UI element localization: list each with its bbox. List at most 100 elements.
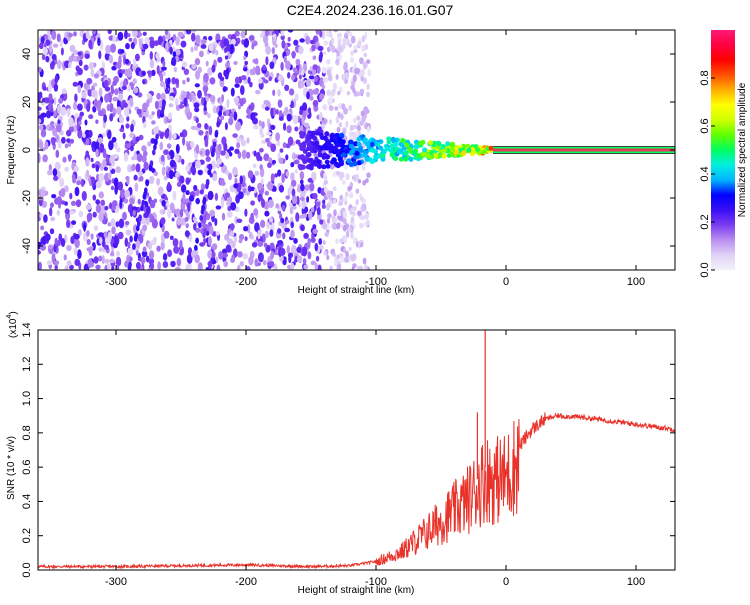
heatmap-cell [119, 128, 125, 132]
heatmap-cell [461, 150, 467, 156]
heatmap-cell [92, 211, 97, 218]
heatmap-cell [191, 32, 196, 42]
heatmap-cell [246, 224, 251, 234]
heatmap-cell [239, 261, 244, 267]
snr-series [38, 330, 675, 570]
heatmap-cell [247, 76, 251, 84]
heatmap-cell [339, 142, 344, 148]
heatmap-cell [355, 199, 359, 206]
heatmap-cell [265, 56, 269, 66]
heatmap-cell [176, 181, 182, 187]
heatmap-cell [352, 205, 357, 212]
heatmap-cell [175, 208, 181, 217]
heatmap-cell [207, 113, 211, 119]
heatmap-cell [388, 148, 394, 153]
heatmap-cell [212, 105, 217, 114]
heatmap-cell [324, 175, 328, 181]
heatmap-cell [296, 246, 302, 253]
heatmap-cell [68, 117, 74, 127]
heatmap-cell [185, 165, 191, 172]
heatmap-cell [321, 204, 326, 209]
snr-x-axis-label: Height of straight line (km) [298, 585, 415, 596]
heatmap-cell [346, 90, 351, 96]
heatmap-cell [63, 254, 67, 261]
heatmap-cell [172, 51, 177, 58]
heatmap-cell [204, 166, 208, 174]
heatmap-cell [348, 162, 354, 167]
heatmap-cell [236, 218, 243, 223]
heatmap-cell [232, 133, 238, 139]
heatmap-cell [433, 153, 439, 159]
heatmap-cell [238, 191, 244, 200]
heatmap-cell [45, 110, 52, 119]
heatmap-cell [288, 88, 295, 96]
heatmap-cell [287, 72, 291, 79]
heatmap-cell [64, 208, 70, 215]
heatmap-cell [358, 147, 364, 153]
heatmap-cell [359, 222, 364, 229]
heatmap-cell [337, 156, 343, 162]
heatmap-cell [261, 198, 266, 208]
snr-panel: -300 -200 -100 0 100 0.0 0.2 0.4 0.6 0.8 1.0 1.2 1.… [6, 311, 676, 596]
colorbar-tick-label: 0.8 [699, 70, 711, 85]
heatmap-cell [299, 38, 305, 43]
heatmap-cell [276, 140, 281, 147]
snr-y-axis-label: SNR (10 * v/v) [6, 436, 17, 500]
heatmap-cell [348, 246, 352, 251]
heatmap-cell [253, 208, 259, 216]
heatmap-cell [166, 143, 172, 149]
colorbar: 0.0 0.2 0.4 0.6 0.8 Normalized spectral ampl… [699, 30, 748, 278]
y-tick-label: 0.0 [21, 562, 33, 577]
heatmap-cell [249, 186, 256, 192]
heatmap-cell [160, 108, 165, 115]
heatmap-cell [171, 217, 175, 222]
heatmap-cell [180, 184, 187, 193]
heatmap-cell [109, 155, 115, 165]
heatmap-cell [282, 204, 286, 210]
heatmap-cell [229, 231, 235, 237]
heatmap-cell [272, 37, 277, 42]
heatmap-cell [236, 137, 242, 143]
heatmap-cell [258, 78, 263, 84]
heatmap-cell [59, 39, 64, 47]
heatmap-cell [389, 152, 395, 158]
heatmap-cell [186, 77, 190, 82]
heatmap-cell [285, 154, 289, 161]
heatmap-cell [57, 139, 62, 149]
heatmap-cell [425, 153, 431, 158]
heatmap-cell [254, 170, 260, 176]
heatmap-cell [169, 235, 174, 240]
heatmap-cell [131, 163, 136, 171]
heatmap-cell [270, 143, 277, 152]
heatmap-cell [163, 149, 169, 156]
heatmap-cell [248, 231, 253, 240]
heatmap-cell [339, 171, 345, 179]
heatmap-cell [73, 247, 78, 256]
x-tick-label: -300 [105, 276, 127, 288]
heatmap-cell [45, 55, 50, 63]
heatmap-cell [147, 141, 152, 147]
heatmap-cell [246, 151, 251, 159]
heatmap-cell [333, 259, 338, 267]
heatmap-cell [109, 113, 114, 122]
heatmap-cell [233, 111, 238, 121]
heatmap-cell [47, 83, 52, 93]
heatmap-cell [302, 159, 308, 164]
heatmap-cell [60, 47, 64, 56]
heatmap-cell [273, 186, 277, 192]
heatmap-cell [189, 94, 193, 103]
heatmap-cell [77, 51, 82, 56]
heatmap-cell [169, 159, 176, 168]
heatmap-cell [40, 36, 45, 45]
heatmap-cell [143, 121, 147, 128]
heatmap-cell [311, 145, 317, 151]
heatmap-cell [291, 152, 296, 161]
heatmap-cell [323, 179, 328, 185]
heatmap-cell [202, 196, 207, 203]
heatmap-cell [243, 78, 249, 84]
heatmap-cell [174, 266, 181, 270]
heatmap-cell [207, 190, 214, 201]
heatmap-cell [286, 113, 292, 122]
heatmap-cell [53, 83, 59, 92]
heatmap-cell [185, 177, 190, 185]
